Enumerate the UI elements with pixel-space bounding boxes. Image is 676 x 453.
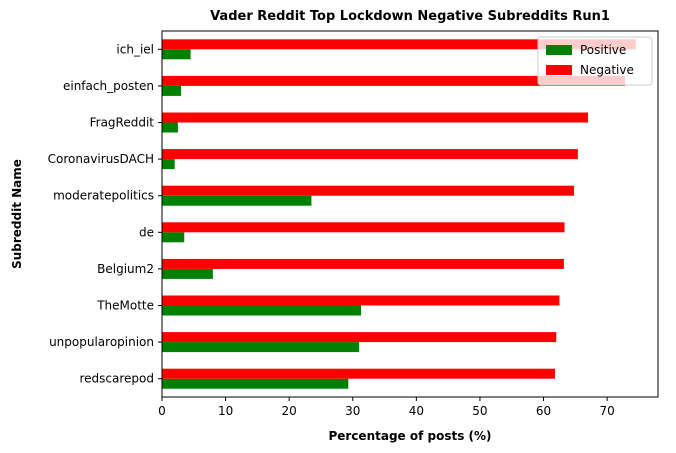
bar-positive-Belgium2 xyxy=(162,268,213,279)
chart-title: Vader Reddit Top Lockdown Negative Subre… xyxy=(210,9,610,24)
bar-positive-einfach_posten xyxy=(162,85,182,96)
x-tick-label: 30 xyxy=(345,404,360,418)
y-axis-title: Subreddit Name xyxy=(10,159,24,269)
legend-label-negative: Negative xyxy=(580,63,634,77)
x-tick-label: 50 xyxy=(472,404,487,418)
bar-negative-CoronavirusDACH xyxy=(162,149,578,160)
x-tick-label: 10 xyxy=(218,404,233,418)
x-tick-label: 40 xyxy=(409,404,424,418)
y-tick-label: FragReddit xyxy=(90,116,155,130)
plot-frame xyxy=(161,30,659,398)
x-axis-title: Percentage of posts (%) xyxy=(328,429,491,443)
y-tick-label: unpopularopinion xyxy=(49,335,154,349)
bar-negative-redscarepod xyxy=(162,368,555,379)
y-tick-label: CoronavirusDACH xyxy=(48,152,154,166)
bar-negative-FragReddit xyxy=(162,112,589,123)
bar-negative-de xyxy=(162,222,565,233)
bar-negative-unpopularopinion xyxy=(162,332,557,343)
x-tick-label: 60 xyxy=(536,404,551,418)
y-tick-label: TheMotte xyxy=(96,299,154,313)
bar-negative-einfach_posten xyxy=(162,75,625,86)
bar-negative-moderatepolitics xyxy=(162,185,575,196)
chart-ticks: ich_iel einfach_posten FragReddit Coronavir… xyxy=(48,42,615,418)
y-tick-label: redscarepod xyxy=(79,372,154,386)
bar-positive-CoronavirusDACH xyxy=(162,159,175,170)
y-tick-label: moderatepolitics xyxy=(53,189,154,203)
bar-negative-Belgium2 xyxy=(162,258,564,269)
bar-negative-ich_iel xyxy=(162,39,636,50)
legend: Positive Negative xyxy=(537,36,653,86)
x-tick-label: 70 xyxy=(599,404,614,418)
y-tick-label: einfach_posten xyxy=(63,79,154,93)
legend-label-positive: Positive xyxy=(580,43,626,57)
legend-swatch-negative xyxy=(546,65,572,75)
bar-positive-moderatepolitics xyxy=(162,195,312,206)
bar-positive-de xyxy=(162,232,185,243)
legend-swatch-positive xyxy=(546,45,572,55)
bar-positive-FragReddit xyxy=(162,122,178,133)
bar-negative-TheMotte xyxy=(162,295,560,306)
bar-positive-ich_iel xyxy=(162,49,191,60)
x-tick-label: 20 xyxy=(282,404,297,418)
bar-positive-unpopularopinion xyxy=(162,342,360,353)
bar-positive-redscarepod xyxy=(162,378,349,389)
x-tick-label: 0 xyxy=(158,404,166,418)
y-tick-label: ich_iel xyxy=(116,42,154,56)
y-tick-label: de xyxy=(139,225,154,239)
bar-positive-TheMotte xyxy=(162,305,362,316)
chart-marks xyxy=(162,39,636,389)
y-tick-label: Belgium2 xyxy=(97,262,154,276)
